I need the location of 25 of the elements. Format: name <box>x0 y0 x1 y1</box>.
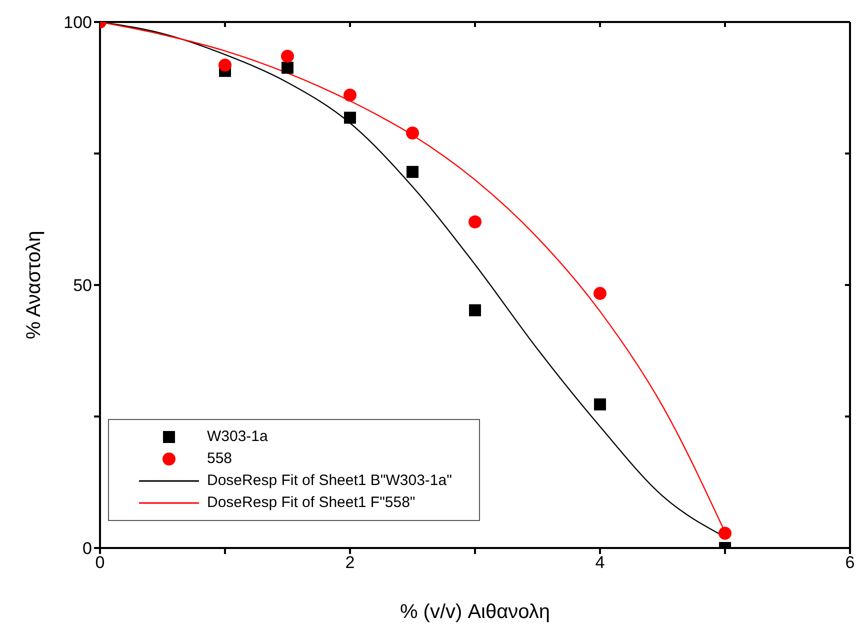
point <box>468 215 482 228</box>
point <box>406 126 419 140</box>
x-tick-label: 0 <box>95 553 105 572</box>
point <box>594 398 606 410</box>
point <box>282 62 294 74</box>
point <box>594 286 606 300</box>
legend-label: 558 <box>207 449 232 469</box>
y-tick-label: 100 <box>64 13 92 32</box>
x-tick-label: 4 <box>595 553 605 572</box>
point <box>281 50 294 63</box>
point <box>406 166 418 178</box>
point <box>344 112 356 124</box>
point <box>718 526 732 540</box>
point <box>469 304 481 316</box>
legend-label: W303-1a <box>207 427 268 447</box>
point <box>218 58 232 72</box>
legend-label: DoseResp Fit of Sheet1 F"558" <box>207 493 416 513</box>
point <box>344 88 356 102</box>
x-tick-label: 6 <box>845 553 855 572</box>
legend-label: DoseResp Fit of Sheet1 B"W303-1a" <box>207 471 452 491</box>
y-tick-label: 0 <box>82 539 92 558</box>
y-tick-label: 50 <box>73 276 92 296</box>
x-axis-title: % (v/v) Αιθανολη <box>400 601 550 623</box>
y-axis-title: % Αναστολη <box>23 230 46 340</box>
x-tick-label: 2 <box>345 553 355 572</box>
